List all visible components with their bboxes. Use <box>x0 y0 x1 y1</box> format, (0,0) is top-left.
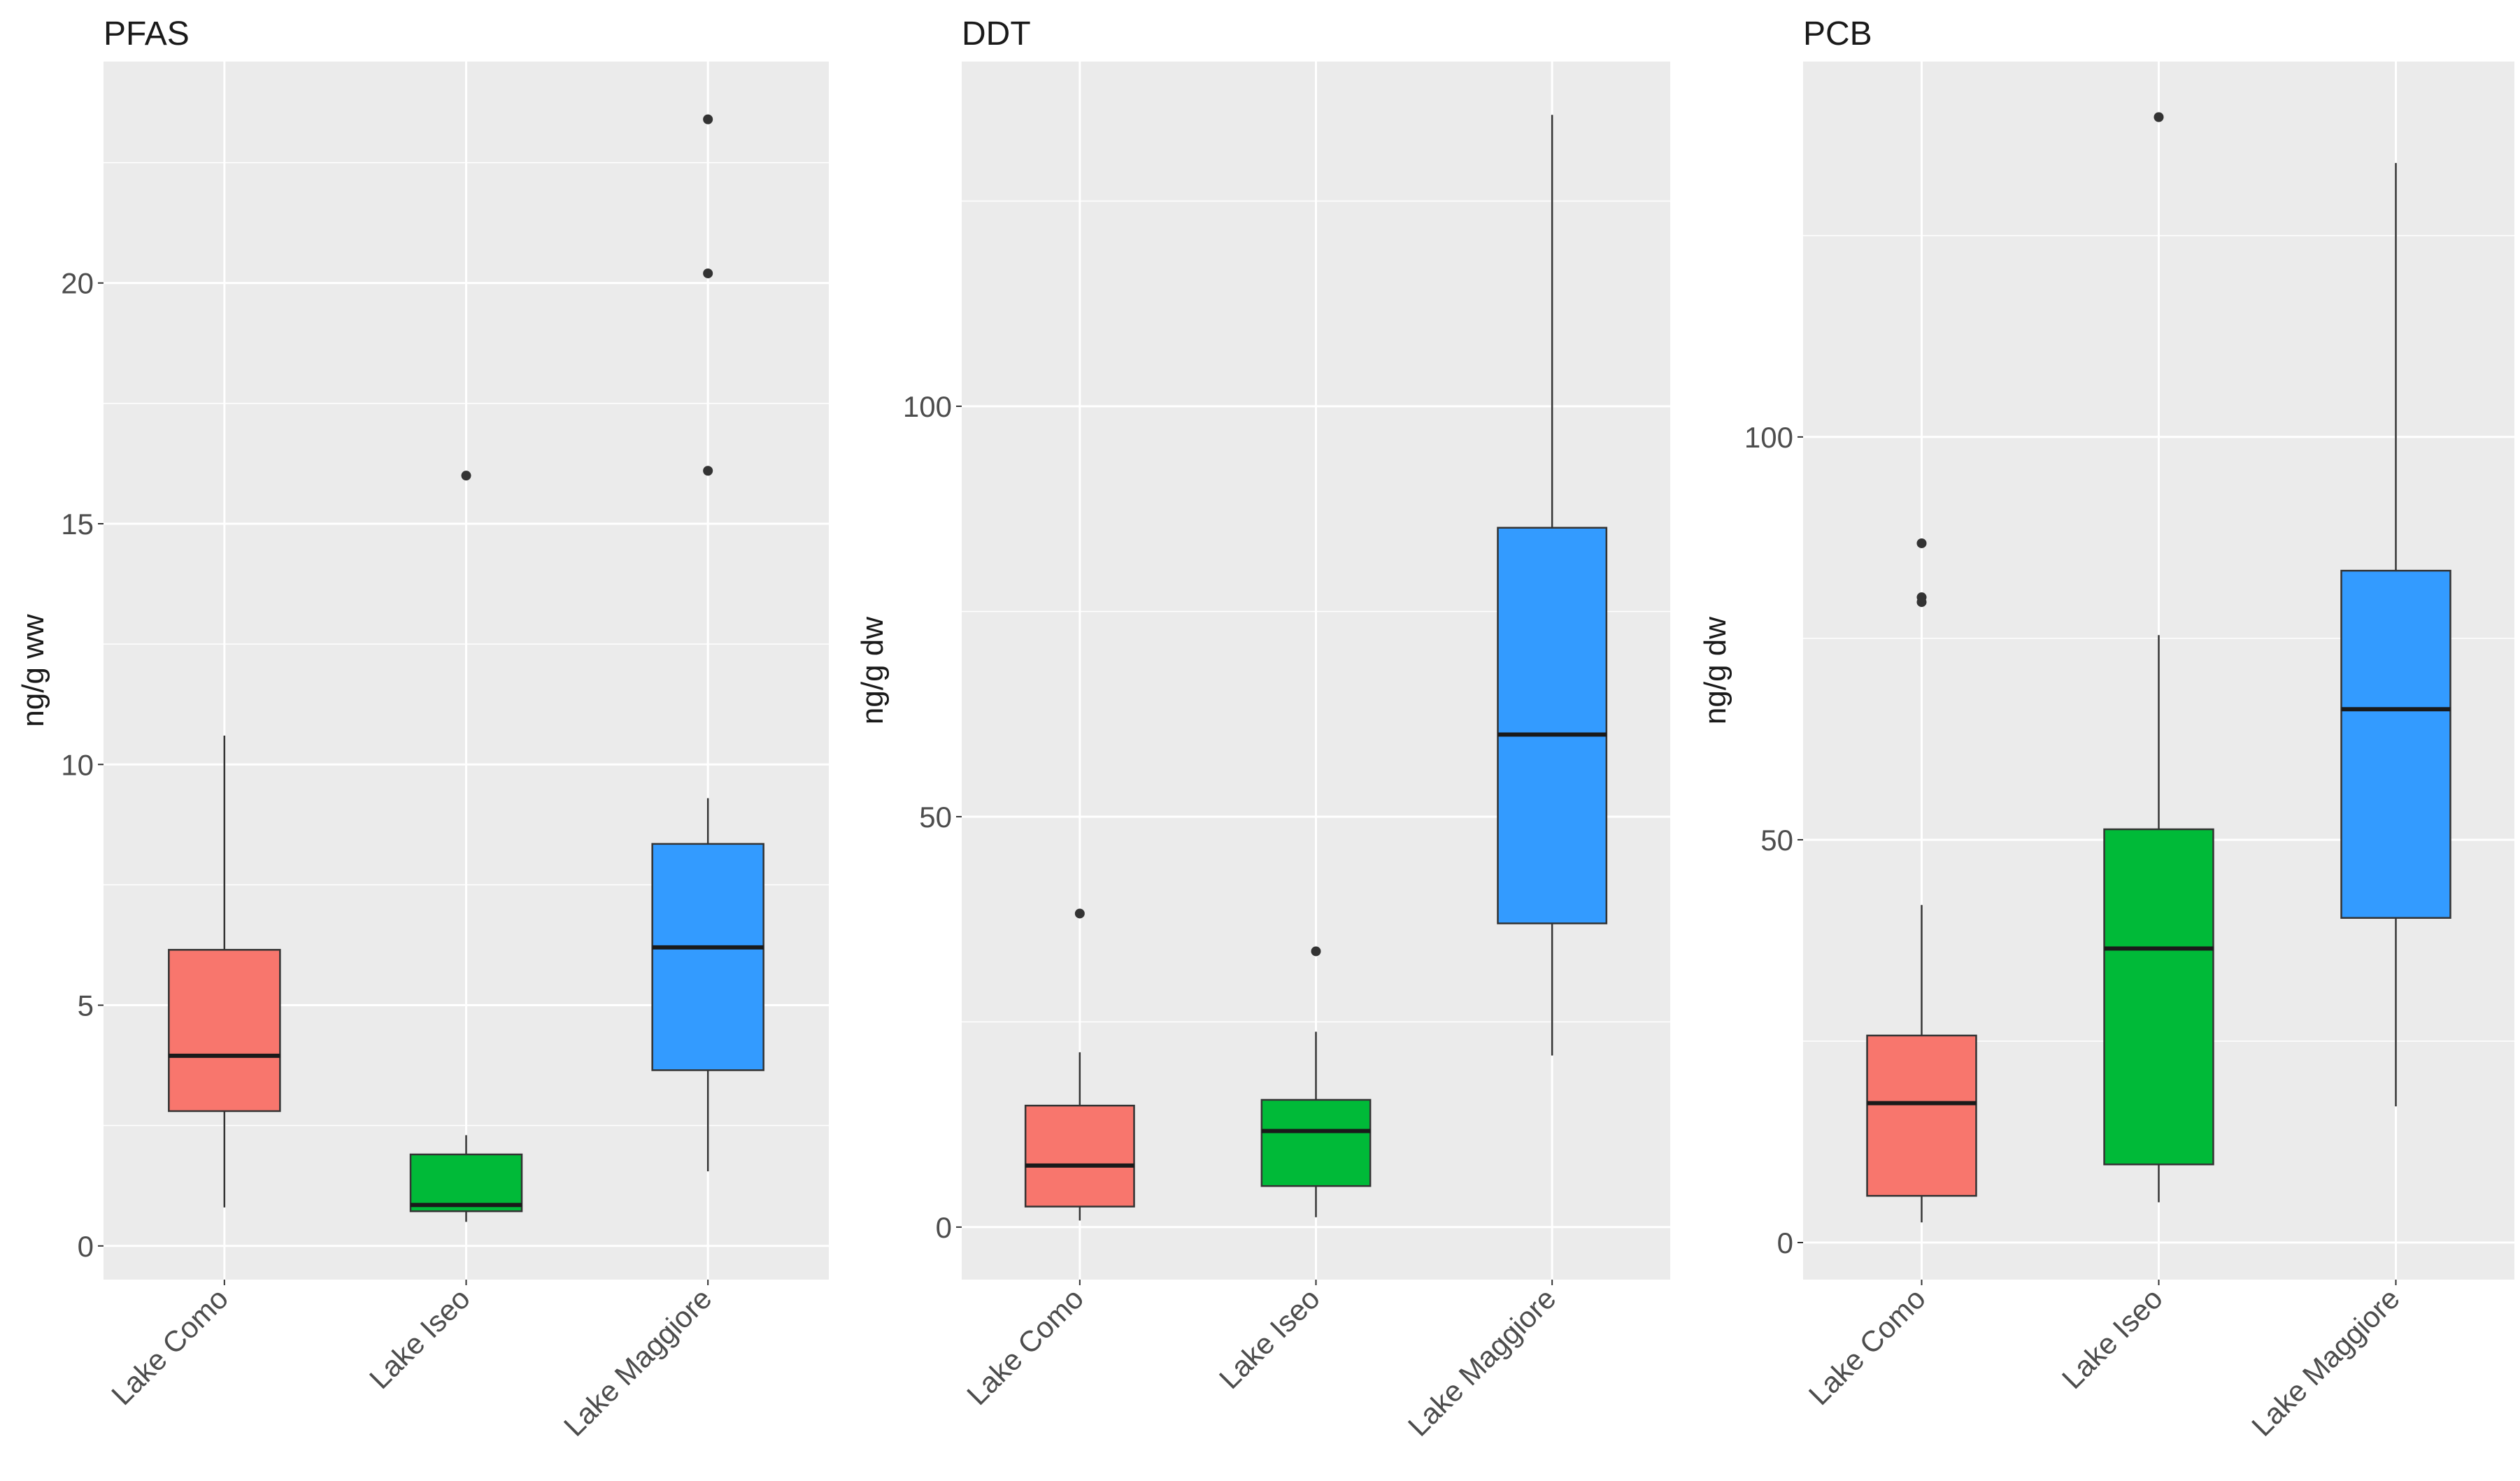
x-category-label: Lake Iseo <box>1213 1282 1326 1395</box>
outlier-point <box>1916 538 1927 548</box>
y-tick-label: 0 <box>936 1211 952 1244</box>
x-category-label: Lake Maggiore <box>1402 1282 1562 1443</box>
x-category-label: Lake Como <box>1802 1282 1932 1411</box>
x-category-label: Lake Iseo <box>363 1282 476 1395</box>
box-iqr <box>168 949 281 1112</box>
y-tick-label: 0 <box>78 1230 94 1263</box>
x-category-label: Lake Maggiore <box>2245 1282 2406 1443</box>
outlier-point <box>2154 112 2164 122</box>
box-iqr <box>651 843 764 1071</box>
outlier-point <box>703 466 713 476</box>
y-axis-title: ng/g ww <box>16 614 50 727</box>
outlier-point <box>1074 908 1085 919</box>
box-iqr <box>1024 1104 1135 1208</box>
panel-title: DDT <box>962 15 1031 52</box>
y-tick-label: 50 <box>1760 824 1793 857</box>
y-tick-label: 50 <box>919 801 952 833</box>
y-axis-title: ng/g dw <box>1698 617 1732 724</box>
x-category-label: Lake Maggiore <box>557 1282 718 1443</box>
outlier-point <box>461 471 471 481</box>
x-category-label: Lake Iseo <box>2056 1282 2169 1395</box>
box-lake-como <box>1024 908 1135 1221</box>
outlier-point <box>1916 592 1927 603</box>
panel-pcb: 0 50 100 Lake Como Lake Iseo Lake Maggiore PCB… <box>1698 15 2514 1443</box>
y-tick-label: 15 <box>61 508 94 541</box>
box-iqr <box>2340 569 2451 919</box>
outlier-point <box>703 268 713 278</box>
box-lake-como <box>1866 538 1977 1223</box>
y-tick-label: 0 <box>1777 1226 1793 1259</box>
y-tick-label: 100 <box>1744 421 1793 454</box>
panel-title: PCB <box>1803 15 1872 52</box>
panel-pfas: 0 5 10 15 20 Lake Como Lake Iseo Lake Maggiore P… <box>16 15 829 1443</box>
y-axis-title: ng/g dw <box>855 617 890 724</box>
box-lake-maggiore <box>1497 115 1608 1056</box>
box-iqr <box>1260 1099 1372 1187</box>
box-iqr <box>1866 1034 1977 1197</box>
panel-ddt: 0 50 100 Lake Como Lake Iseo Lake Maggiore DDT… <box>855 15 1670 1443</box>
box-lake-iseo <box>1260 946 1372 1217</box>
x-category-label: Lake Como <box>105 1282 234 1411</box>
y-tick-label: 5 <box>78 989 94 1022</box>
box-lake-iseo <box>2103 112 2214 1203</box>
box-iqr <box>2103 828 2214 1166</box>
panel-title: PFAS <box>104 15 190 52</box>
box-iqr <box>409 1153 523 1212</box>
box-iqr <box>1497 527 1608 924</box>
outlier-point <box>1311 946 1321 957</box>
y-tick-label: 20 <box>61 267 94 300</box>
outlier-point <box>703 114 713 124</box>
y-tick-label: 100 <box>903 390 952 423</box>
box-lake-iseo <box>409 471 523 1222</box>
x-category-label: Lake Como <box>960 1282 1090 1411</box>
box-lake-maggiore <box>651 114 764 1172</box>
box-lake-maggiore <box>2340 163 2451 1107</box>
y-tick-label: 10 <box>61 748 94 781</box>
box-lake-como <box>168 735 281 1208</box>
